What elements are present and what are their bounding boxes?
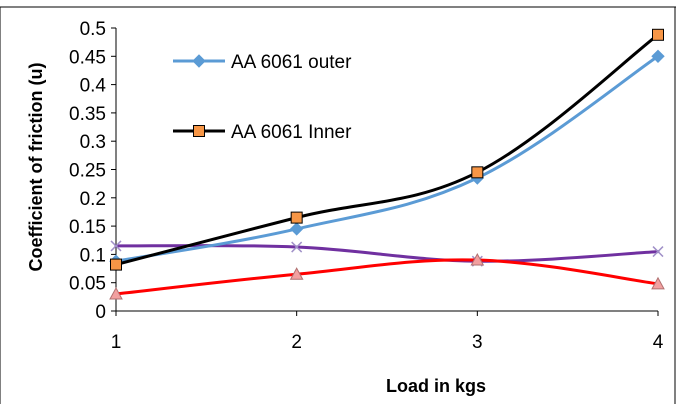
series-2 <box>109 253 665 300</box>
series-1 <box>110 28 664 271</box>
x-tick-label: 3 <box>472 332 483 353</box>
y-tick-label: 0.3 <box>80 132 106 153</box>
marker-triangle <box>470 253 485 266</box>
marker-square <box>471 166 484 179</box>
y-axis-title: Coefficient of friction (u) <box>26 63 46 272</box>
x-axis-ticks: 1 2 3 4 <box>111 311 664 353</box>
x-axis-title: Load in kgs <box>386 376 486 396</box>
legend: AA 6061 outer AA 6061 Inner <box>173 52 352 143</box>
marker-square <box>290 211 303 224</box>
series-line <box>114 258 660 296</box>
x-tick-label: 1 <box>111 332 122 353</box>
marker-diamond <box>192 54 206 68</box>
marker-x <box>652 246 664 258</box>
legend-label: AA 6061 outer <box>231 52 352 73</box>
y-tick-label: 0.1 <box>80 245 106 266</box>
y-tick-label: 0.05 <box>69 274 106 295</box>
series-layer <box>109 28 665 300</box>
y-tick-label: 0.25 <box>69 161 106 182</box>
series-line <box>114 33 660 267</box>
marker-x <box>110 240 122 252</box>
y-tick-label: 0.35 <box>69 104 106 125</box>
series-line <box>114 54 660 263</box>
y-tick-label: 0.45 <box>69 47 106 68</box>
marker-square <box>193 125 205 137</box>
x-tick-label: 4 <box>653 332 664 353</box>
marker-x <box>291 241 303 253</box>
marker-triangle <box>289 267 304 280</box>
legend-entry: AA 6061 Inner <box>173 122 352 143</box>
y-axis-ticks: 0 0.05 0.1 0.15 0.2 0.25 0.3 0.35 0.4 0.45 0.5 <box>69 19 116 323</box>
marker-square <box>652 28 664 41</box>
y-tick-label: 0.4 <box>80 76 107 97</box>
marker-triangle <box>109 286 123 300</box>
marker-triangle <box>651 276 665 290</box>
legend-entry: AA 6061 outer <box>173 52 352 73</box>
y-tick-label: 0.5 <box>80 19 106 40</box>
marker-diamond <box>651 49 665 64</box>
y-tick-label: 0 <box>95 302 106 323</box>
y-tick-label: 0.15 <box>69 217 106 238</box>
legend-label: AA 6061 Inner <box>231 122 352 143</box>
marker-diamond <box>289 222 304 236</box>
marker-square <box>110 258 122 271</box>
y-tick-label: 0.2 <box>80 189 106 210</box>
x-tick-label: 2 <box>291 332 302 353</box>
